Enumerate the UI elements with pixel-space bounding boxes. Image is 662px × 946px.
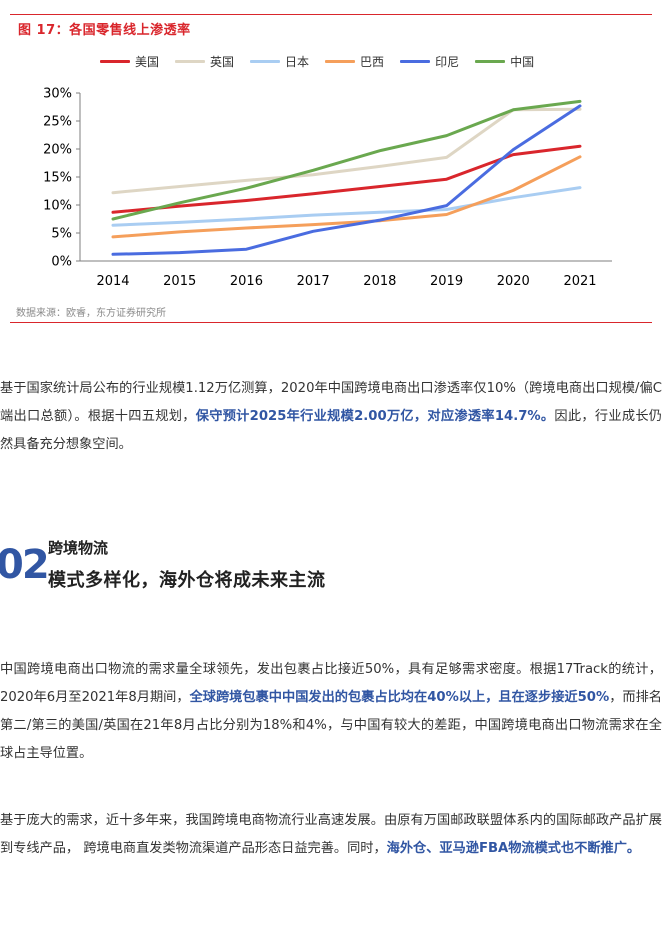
series-line: [111, 99, 582, 221]
section-label: 跨境物流: [48, 539, 109, 557]
legend-label: 美国: [135, 54, 160, 69]
x-tick-label: 2015: [163, 274, 196, 289]
paragraph-text: 基于国家统计局公布的行业规模1.12万亿测算，2020年中国跨境电商出口渗透率仅…: [0, 381, 662, 424]
legend-swatch: [250, 59, 281, 63]
x-tick-label: 2018: [363, 274, 396, 289]
figure-top-rule: [10, 14, 652, 15]
paragraph-highlight: 全球跨境包裹中中国发出的包裹占比均在40%以上，且在逐步接近50%: [189, 690, 610, 705]
legend-label: 印尼: [435, 54, 460, 69]
legend-item: 巴西: [325, 53, 384, 69]
y-tick-label: 20%: [43, 143, 72, 158]
legend-item: 印尼: [400, 53, 459, 69]
legend-swatch: [325, 59, 356, 63]
section-number: 02: [0, 542, 50, 588]
legend-label: 日本: [285, 54, 310, 69]
series-line: [111, 155, 582, 239]
paragraph-text: 基于庞大的需求，近十多年来，我国跨境电商物流行业高速发展。由原有万国邮政联盟体系…: [0, 813, 662, 856]
x-tick-label: 2020: [497, 274, 530, 289]
x-tick-label: 2014: [96, 274, 129, 289]
legend-label: 英国: [210, 54, 235, 69]
paragraph-text: ，而排名第二/第三的美国/英国在21年8月占比分别为18%和4%，与中国有较大的…: [0, 690, 662, 761]
series-line: [111, 186, 582, 227]
x-tick-label: 2021: [563, 274, 596, 289]
figure-source: 数据来源：欧睿，东方证券研究所: [16, 308, 166, 319]
section-title: 模式多样化，海外仓将成未来主流: [48, 570, 326, 591]
paragraph-highlight: 海外仓、亚马逊FBA物流模式也不断推广。: [386, 841, 641, 856]
y-tick-label: 25%: [43, 115, 72, 130]
figure-title: 图 17：各国零售线上渗透率: [18, 23, 191, 38]
series-line: [111, 107, 582, 195]
legend-item: 日本: [250, 53, 309, 69]
paragraph-highlight: 保守预计2025年行业规模2.00万亿，对应渗透率14.7%。: [195, 409, 555, 424]
paragraph-text: 因此，行业成长仍然具备充分想象空间。: [0, 409, 662, 452]
x-tick-label: 2019: [430, 274, 463, 289]
y-tick-label: 5%: [51, 227, 72, 242]
y-tick-label: 0%: [51, 255, 72, 270]
line-chart: 0% 5% 10% 15% 20% 25% 30% 2014 2015 2016 2017 2018 2…: [43, 87, 612, 289]
paragraph-penetration: 基于国家统计局公布的行业规模1.12万亿测算，2020年中国跨境电商出口渗透率仅…: [0, 375, 662, 459]
y-tick-label: 10%: [43, 199, 72, 214]
legend-swatch: [400, 59, 431, 63]
series-line: [111, 104, 582, 256]
legend-item: 美国: [100, 53, 159, 69]
legend-label: 中国: [510, 54, 535, 69]
x-tick-label: 2017: [297, 274, 330, 289]
legend-swatch: [100, 59, 130, 63]
figure-bottom-rule: [10, 322, 652, 323]
y-tick-label: 30%: [43, 87, 72, 102]
legend-item: 英国: [175, 53, 234, 69]
legend-swatch: [475, 59, 506, 63]
legend-item: 中国: [475, 53, 534, 69]
y-tick-label: 15%: [43, 171, 72, 186]
figure-17: 图 17：各国零售线上渗透率 美国 英国 日本 巴西 印尼 中国 0% 5% 10% 15% 20…: [0, 0, 662, 330]
legend-label: 巴西: [360, 54, 385, 69]
x-tick-label: 2016: [230, 274, 263, 289]
chart-legend: 美国 英国 日本 巴西 印尼 中国: [100, 53, 550, 69]
paragraph-text: 中国跨境电商出口物流的需求量全球领先，发出包裹占比接近50%，具有足够需求密度。…: [0, 662, 662, 705]
paragraph-logistics-development: 基于庞大的需求，近十多年来，我国跨境电商物流行业高速发展。由原有万国邮政联盟体系…: [0, 807, 662, 863]
legend-swatch: [175, 59, 206, 63]
paragraph-logistics-demand: 中国跨境电商出口物流的需求量全球领先，发出包裹占比接近50%，具有足够需求密度。…: [0, 656, 662, 768]
